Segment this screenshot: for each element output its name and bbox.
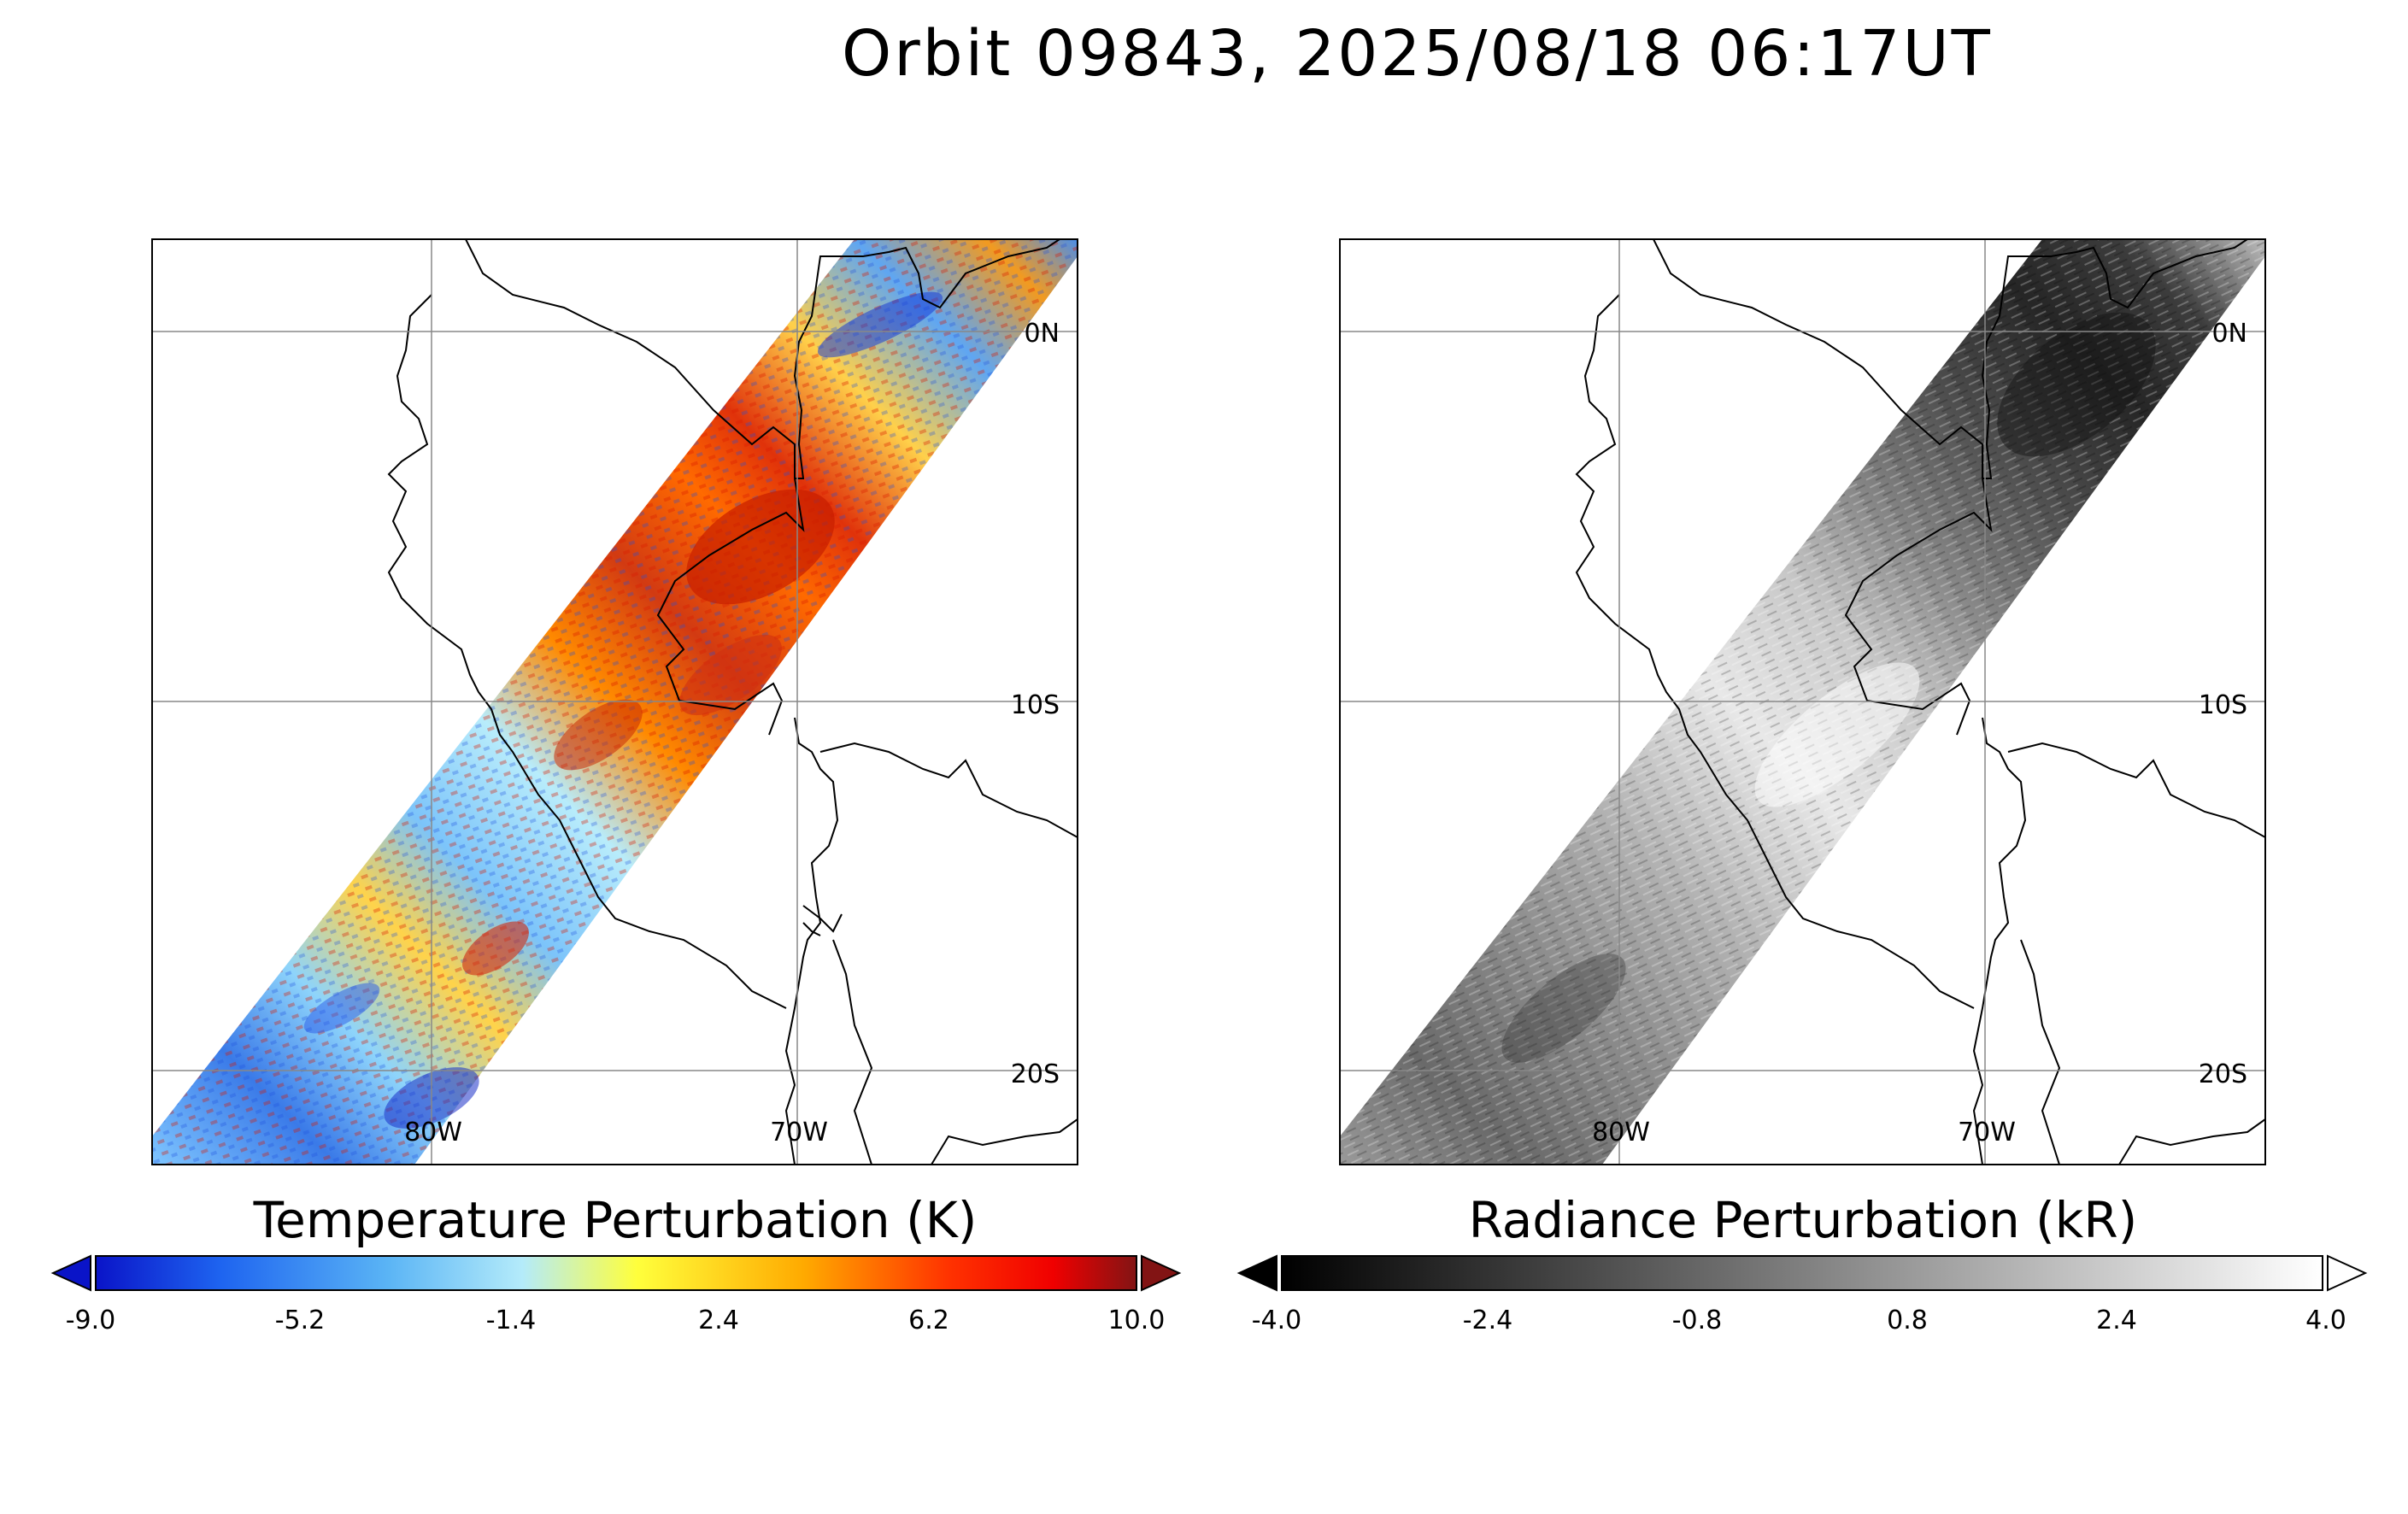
colorbar-tick: 6.2: [908, 1306, 949, 1335]
coastline: [465, 239, 805, 736]
colorbar-over-arrow: [2327, 1254, 2368, 1292]
colorbar-tick: 2.4: [698, 1306, 739, 1335]
colorbar-tick: 0.8: [1887, 1306, 1928, 1335]
radiance-colorbar-label: Radiance Perturbation (kR): [1469, 1191, 2138, 1249]
radiance-panel: 0N 10S 20S 80W 70W Radiance Perturbation…: [1236, 238, 2368, 1335]
temperature-colorbar-label: Temperature Perturbation (K): [253, 1191, 978, 1249]
lat-label-0n: 0N: [1024, 319, 1060, 349]
graticule: [152, 239, 1078, 1165]
colorbar-tick: -0.8: [1672, 1306, 1723, 1335]
lat-label-20s: 20S: [2199, 1059, 2247, 1089]
colorbar-tick: 10.0: [1108, 1306, 1166, 1335]
lat-label-0n: 0N: [2211, 319, 2247, 349]
cold-anomaly: [818, 291, 943, 358]
page-title: Orbit 09843, 2025/08/18 06:17UT: [842, 17, 1993, 91]
lon-label-70w: 70W: [1958, 1118, 2016, 1147]
lat-label-10s: 10S: [2199, 690, 2247, 720]
radiance-colorbar: [1281, 1255, 2323, 1291]
lat-label-20s: 20S: [1011, 1059, 1060, 1089]
colorbar-tick: 4.0: [2305, 1306, 2346, 1335]
colorbar-tick: -9.0: [66, 1306, 116, 1335]
lat-label-10s: 10S: [1011, 690, 1060, 720]
dark-radiance-region: [1997, 312, 2156, 457]
graticule: [1340, 239, 2265, 1165]
colorbar-tick: -2.4: [1463, 1306, 1513, 1335]
bright-radiance-region: [1754, 662, 1920, 807]
colorbar-tick: -5.2: [275, 1306, 326, 1335]
colorbar-under-arrow: [1236, 1254, 1277, 1292]
lon-label-80w: 80W: [404, 1118, 462, 1147]
colorbar-over-arrow: [1141, 1254, 1182, 1292]
colorbar-tick: -1.4: [486, 1306, 537, 1335]
lon-label-80w: 80W: [1592, 1118, 1650, 1147]
lon-label-70w: 70W: [770, 1118, 828, 1147]
temperature-panel: 0N 10S 20S 80W 70W Temperature Perturbat…: [50, 238, 1182, 1335]
colorbar-tick: 2.4: [2096, 1306, 2137, 1335]
colorbar-under-arrow: [50, 1254, 91, 1292]
colorbar-tick: -4.0: [1252, 1306, 1302, 1335]
temperature-colorbar: [95, 1255, 1137, 1291]
